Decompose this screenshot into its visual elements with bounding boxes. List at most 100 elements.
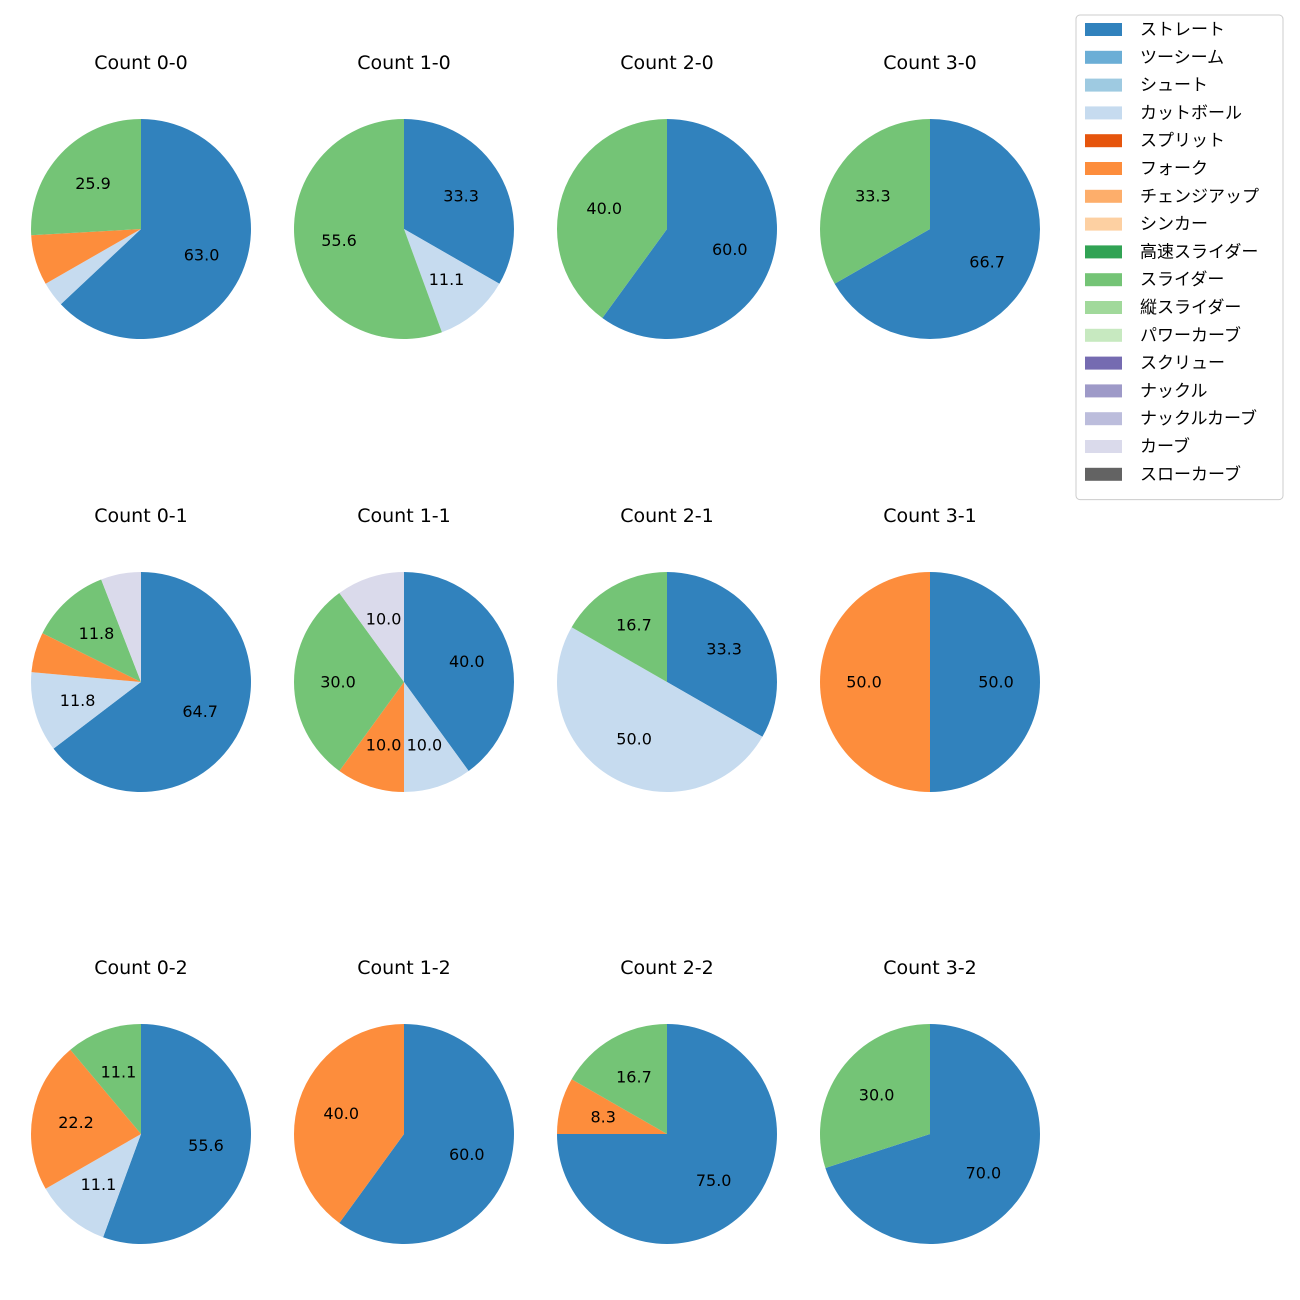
slice-label: 25.9 xyxy=(75,174,111,193)
pie-slice xyxy=(30,1049,141,1189)
pie-slice xyxy=(70,1024,141,1134)
slice-label: 75.0 xyxy=(696,1171,732,1190)
slice-label: 22.2 xyxy=(58,1113,94,1132)
pie-title: Count 3-2 xyxy=(883,957,977,979)
pie-title: Count 0-2 xyxy=(94,957,188,979)
legend-label: シンカー xyxy=(1140,215,1208,235)
slice-label: 8.3 xyxy=(591,1107,616,1126)
pie-slice xyxy=(557,1079,667,1134)
pie-count-2-1: Count 2-1 33.3 50.0 16.7 xyxy=(556,505,778,793)
slice-label: 63.0 xyxy=(184,246,220,265)
legend-swatch xyxy=(1085,273,1122,287)
legend-label: 縦スライダー xyxy=(1140,298,1241,318)
legend-swatch xyxy=(1085,23,1122,36)
slice-label: 33.3 xyxy=(706,639,742,658)
legend-swatch xyxy=(1085,50,1122,64)
legend-label: シュート xyxy=(1140,76,1208,96)
slice-label: 55.6 xyxy=(188,1136,224,1155)
pie-slice xyxy=(820,572,930,792)
pie-slice xyxy=(819,1024,930,1168)
pie-slice xyxy=(293,593,404,771)
legend-swatch xyxy=(1085,440,1122,453)
slice-label: 60.0 xyxy=(712,240,748,259)
pie-title: Count 2-0 xyxy=(620,52,714,74)
pie-slice xyxy=(571,572,667,682)
slice-label: 10.0 xyxy=(366,735,402,754)
legend-swatch xyxy=(1085,78,1122,92)
pie-slice xyxy=(31,119,142,236)
pie-slice xyxy=(404,229,500,333)
slice-label: 64.7 xyxy=(182,702,218,721)
pie-count-1-2: Count 1-2 60.0 40.0 xyxy=(293,957,514,1244)
legend-label: カーブ xyxy=(1140,436,1190,457)
pie-title: Count 3-1 xyxy=(883,505,977,527)
slice-label: 11.8 xyxy=(60,691,96,710)
pie-slice xyxy=(60,119,251,339)
slice-label: 40.0 xyxy=(449,652,485,671)
legend-label: 高速スライダー xyxy=(1140,242,1258,262)
legend-swatch xyxy=(1085,356,1122,370)
legend-label: ナックル xyxy=(1140,381,1208,401)
slice-label: 10.0 xyxy=(407,735,443,754)
pie-slice xyxy=(404,572,515,771)
slice-label: 66.7 xyxy=(969,253,1005,272)
slice-label: 40.0 xyxy=(323,1104,359,1123)
pie-slice xyxy=(103,1024,252,1244)
legend-swatch xyxy=(1085,328,1122,342)
legend-label: スローカーブ xyxy=(1140,464,1241,485)
pie-slice xyxy=(834,119,1040,339)
pie-count-0-1: Count 0-1 64.7 11.8 11.8 xyxy=(30,505,251,792)
pie-slice xyxy=(53,572,251,792)
legend-swatch xyxy=(1085,162,1122,175)
pie-count-3-1: Count 3-1 50.0 50.0 xyxy=(820,505,1040,792)
pie-slice xyxy=(404,118,515,284)
pie-slice xyxy=(42,579,141,682)
pie-count-3-2: Count 3-2 70.0 30.0 xyxy=(819,957,1040,1244)
slice-label: 40.0 xyxy=(586,199,622,218)
legend-swatch xyxy=(1085,467,1122,481)
legend-label: ツーシーム xyxy=(1140,48,1224,68)
pie-slice xyxy=(31,229,141,284)
pie-count-1-0: Count 1-0 33.3 11.1 55.6 xyxy=(293,52,515,339)
pie-slice xyxy=(293,119,442,339)
slice-label: 50.0 xyxy=(616,730,652,749)
pie-title: Count 1-2 xyxy=(357,957,451,979)
pie-title: Count 2-1 xyxy=(620,505,714,527)
pie-title: Count 0-1 xyxy=(94,505,188,527)
pie-title: Count 0-0 xyxy=(94,52,188,74)
pie-title: Count 2-2 xyxy=(620,957,714,979)
legend-label: ナックルカーブ xyxy=(1140,408,1257,429)
slice-label: 70.0 xyxy=(966,1163,1002,1182)
pie-slice xyxy=(45,229,142,305)
slice-label: 11.1 xyxy=(429,270,465,289)
slice-label: 11.1 xyxy=(81,1175,117,1194)
pie-count-3-0: Count 3-0 66.7 33.3 xyxy=(819,52,1040,339)
pie-slice xyxy=(293,1024,404,1223)
slice-label: 60.0 xyxy=(449,1145,485,1164)
slice-label: 11.8 xyxy=(79,624,115,643)
pie-slice xyxy=(339,1024,514,1244)
legend-label: スクリュー xyxy=(1140,354,1225,374)
legend-swatch xyxy=(1085,301,1122,314)
legend-label: チェンジアップ xyxy=(1140,187,1259,207)
legend-swatch xyxy=(1085,217,1122,231)
pie-slice xyxy=(667,572,778,737)
pie-slice xyxy=(101,572,141,682)
pie-count-1-1: Count 1-1 40.0 10.0 10.0 30.0 10.0 xyxy=(293,505,515,792)
pie-count-2-0: Count 2-0 60.0 40.0 xyxy=(556,52,777,339)
legend-swatch xyxy=(1085,245,1122,259)
legend-swatch xyxy=(1085,384,1122,398)
pie-slice xyxy=(339,572,404,682)
pie-slice xyxy=(30,672,142,749)
pie-slice xyxy=(819,119,930,284)
pie-slice xyxy=(31,633,141,682)
slice-label: 50.0 xyxy=(978,673,1014,692)
legend: ストレートツーシームシュートカットボールスプリットフォークチェンジアップシンカー… xyxy=(1075,14,1284,501)
pie-count-0-2: Count 0-2 55.6 11.1 22.2 11.1 xyxy=(30,957,252,1244)
pie-title: Count 3-0 xyxy=(883,52,977,74)
pie-title: Count 1-0 xyxy=(357,52,451,74)
slice-label: 30.0 xyxy=(320,673,356,692)
pie-count-0-0: Count 0-0 63.0 25.9 xyxy=(31,52,251,339)
slice-label: 33.3 xyxy=(855,186,891,205)
